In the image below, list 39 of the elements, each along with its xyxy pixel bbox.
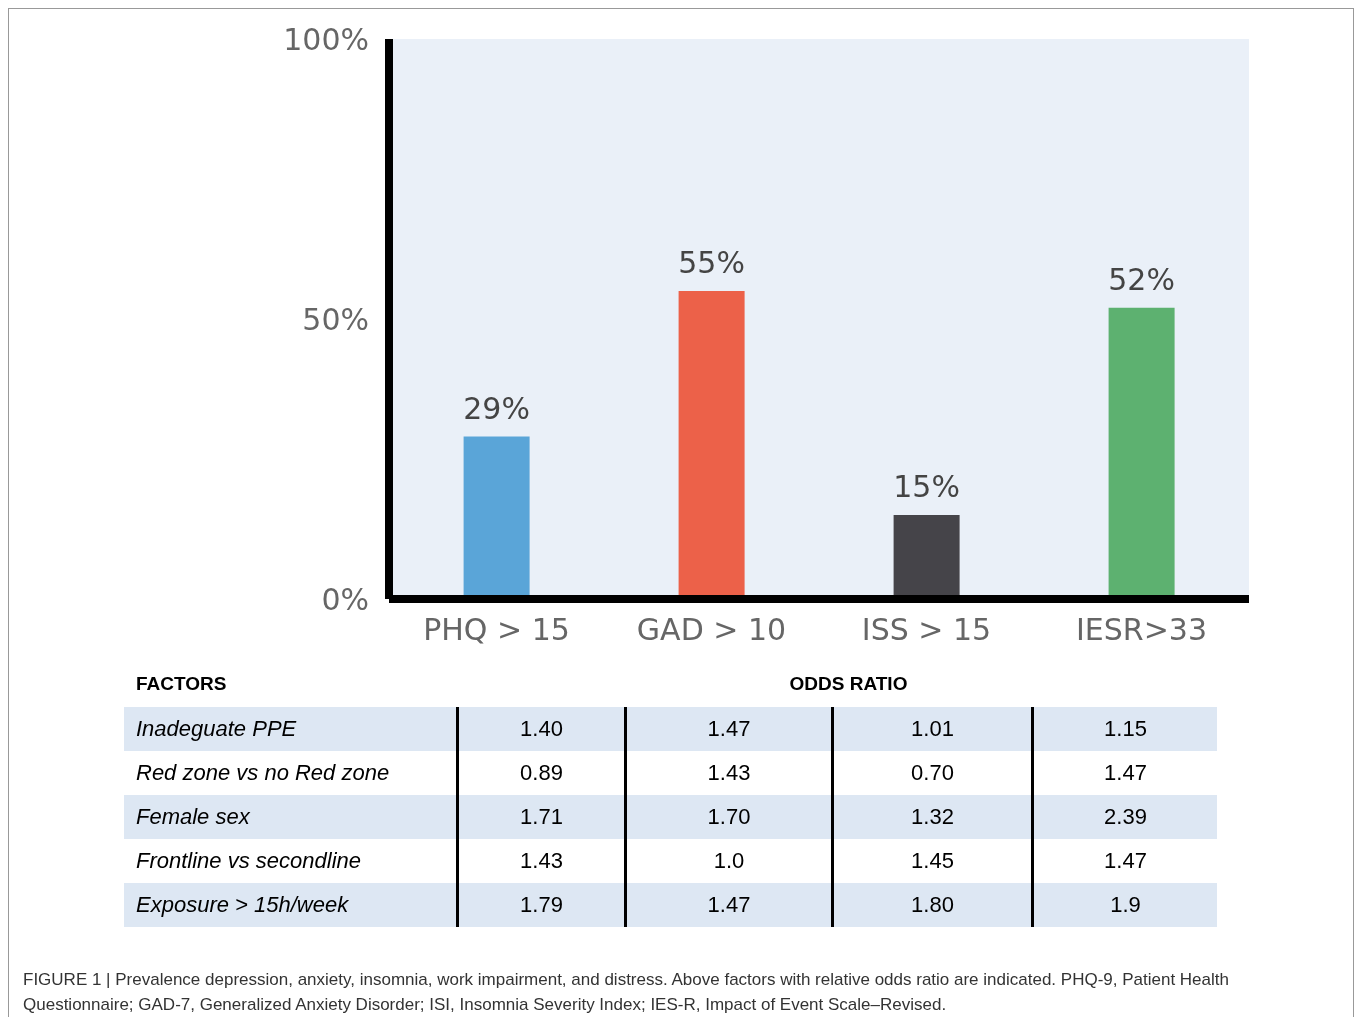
data-label: 1.71 — [519, 803, 564, 831]
data-label: 1.47 — [1103, 847, 1148, 875]
data-label: 1.40 — [519, 715, 564, 743]
data-label: 52% — [1108, 261, 1175, 297]
x-tick-label: IESR>33 — [1075, 612, 1208, 648]
y-tick-label: Frontline vs secondline — [135, 848, 362, 874]
chart-title: ODDS RATIO — [788, 673, 909, 695]
y-tick-label: Red zone vs no Red zone — [135, 760, 391, 786]
data-label: 0.70 — [910, 759, 955, 787]
data-label: 1.15 — [1103, 715, 1148, 743]
data-label: 15% — [893, 469, 960, 504]
data-label: 1.47 — [706, 715, 752, 743]
data-label: 29% — [463, 390, 530, 426]
y-tick-label: Inadeguate PPE — [135, 716, 298, 742]
x-tick-label: PHQ > 15 — [423, 612, 570, 648]
y-tick-label: 100% — [283, 21, 369, 57]
data-label: 1.43 — [706, 759, 752, 787]
caption: FIGURE 1 | Prevalence depression, anxiety, insomnia, work impairment, and distress. Above factors with relative odds ratio are indicated. PHQ-9, Patient Health Questionnaire; GAD-7, Generalized Anxiety Disorder; ISI, Insomnia Severity Index; IES-R, Impact of Event Scale–Revised. — [23, 969, 1230, 1016]
y-axis-title: FACTORS — [135, 673, 228, 695]
y-tick-label: Female sex — [135, 804, 251, 830]
y-tick-label: Exposure > 15h/week — [135, 892, 350, 918]
data-label: 55% — [678, 245, 745, 280]
x-tick-label: GAD > 10 — [636, 612, 787, 648]
data-label: 1.9 — [1109, 891, 1142, 919]
data-label: 1.32 — [910, 803, 955, 831]
data-label: 1.0 — [712, 847, 746, 875]
data-label: 1.70 — [706, 803, 752, 831]
data-label: 1.45 — [910, 847, 955, 875]
data-label: 0.89 — [519, 759, 564, 787]
y-tick-label: 0% — [321, 581, 369, 617]
data-label: 2.39 — [1103, 803, 1148, 831]
data-label: 1.80 — [910, 891, 955, 919]
y-tick-label: 50% — [302, 301, 369, 337]
data-label: 1.79 — [519, 891, 564, 919]
data-label: 1.43 — [519, 847, 564, 875]
data-label: 1.47 — [706, 891, 752, 919]
data-label: 1.01 — [910, 715, 955, 743]
x-tick-label: ISS > 15 — [861, 612, 992, 648]
data-label: 1.47 — [1103, 759, 1148, 787]
